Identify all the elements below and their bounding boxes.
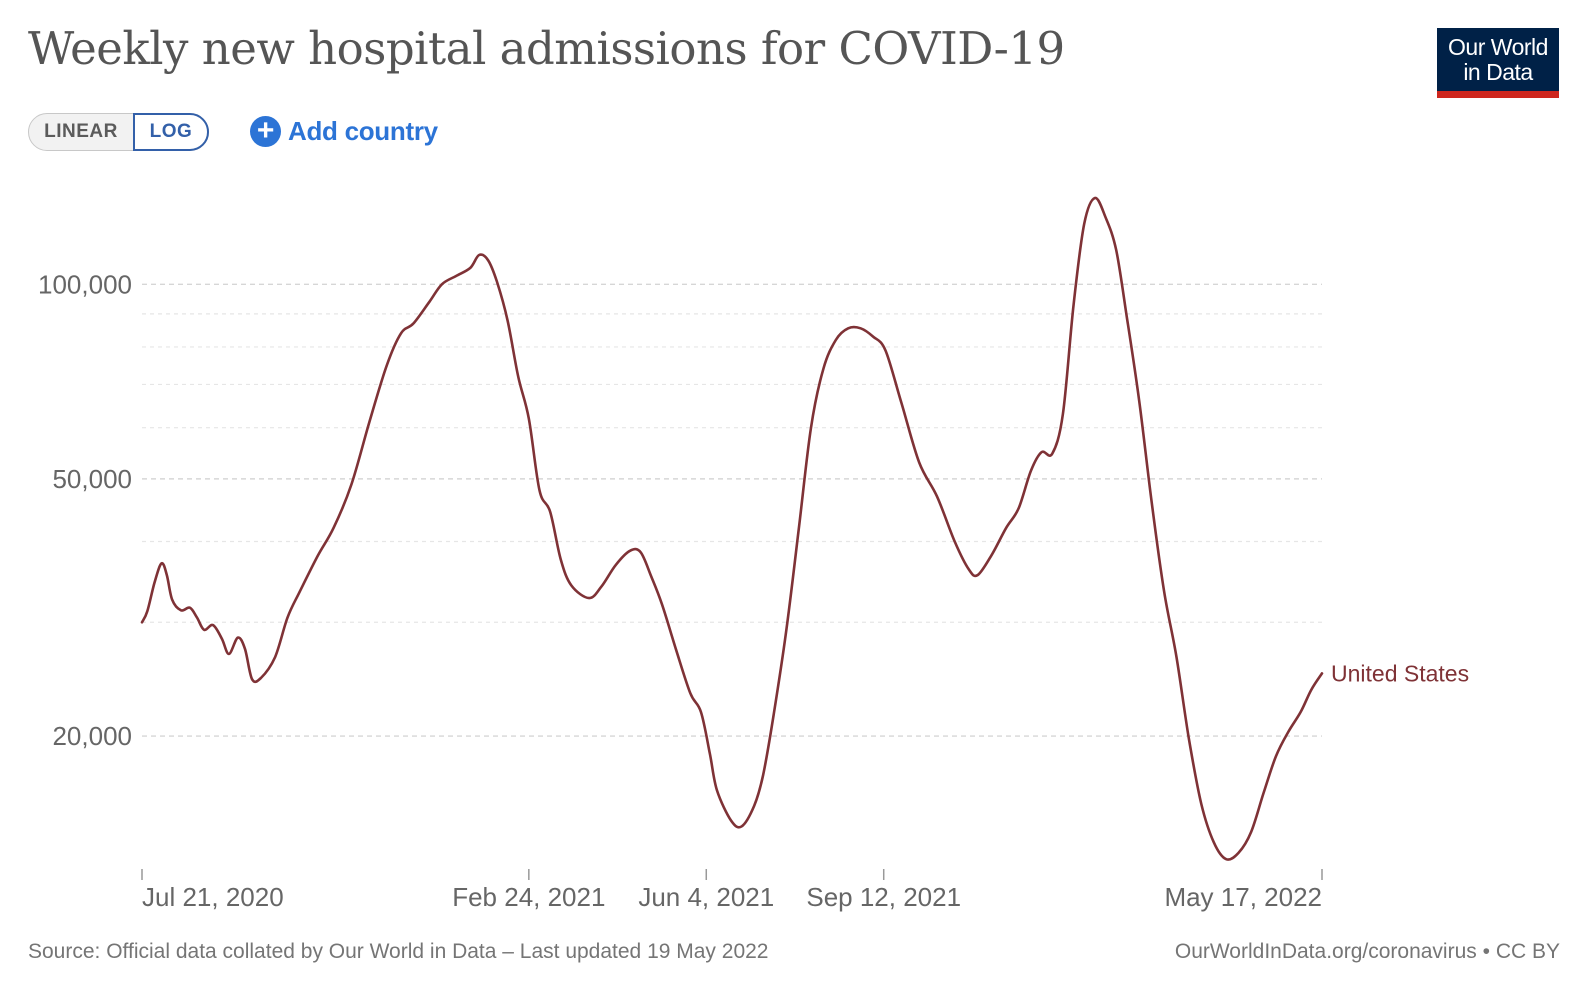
y-tick-label: 20,000 (52, 721, 132, 751)
x-tick-label: Feb 24, 2021 (452, 882, 605, 912)
owid-logo[interactable]: Our World in Data (1437, 28, 1559, 98)
line-chart: 20,000 50,000 100,000 Jul 21, 2020 Feb 24, … (38, 196, 1469, 912)
license-link[interactable]: CC BY (1495, 940, 1560, 963)
x-tick-label: Jul 21, 2020 (142, 882, 284, 912)
logo-line-2: in Data (1463, 59, 1533, 85)
x-tick-label: Sep 12, 2021 (806, 882, 961, 912)
log-scale-button[interactable]: LOG (133, 113, 209, 151)
source-note: Source: Official data collated by Our Wo… (28, 940, 769, 963)
x-tick-label: Jun 4, 2021 (638, 882, 774, 912)
y-tick-label: 50,000 (52, 464, 132, 494)
gridlines (142, 283, 1322, 737)
y-tick-label: 100,000 (38, 269, 132, 299)
x-axis: Jul 21, 2020 Feb 24, 2021 Jun 4, 2021 Sep 1… (141, 869, 1323, 912)
plus-circle-icon: + (250, 115, 281, 147)
series-line-united-states[interactable] (140, 196, 1324, 861)
footer-links: OurWorldInData.org/coronavirus • CC BY (1175, 940, 1560, 964)
scale-toggle: LINEAR LOG (28, 113, 209, 151)
y-axis: 20,000 50,000 100,000 (38, 269, 132, 751)
add-country-label: Add country (288, 115, 438, 146)
add-country-button[interactable]: + Add country (250, 114, 438, 148)
footer-separator: • (1482, 940, 1490, 963)
logo-line-1: Our World (1448, 34, 1548, 60)
chart-title: Weekly new hospital admissions for COVID… (28, 22, 1065, 75)
x-tick-label: May 17, 2022 (1164, 882, 1322, 912)
linear-scale-button[interactable]: LINEAR (44, 121, 118, 142)
series-label-united-states[interactable]: United States (1331, 660, 1469, 686)
site-link[interactable]: OurWorldInData.org/coronavirus (1174, 940, 1477, 963)
series-lines: United States (140, 196, 1469, 861)
